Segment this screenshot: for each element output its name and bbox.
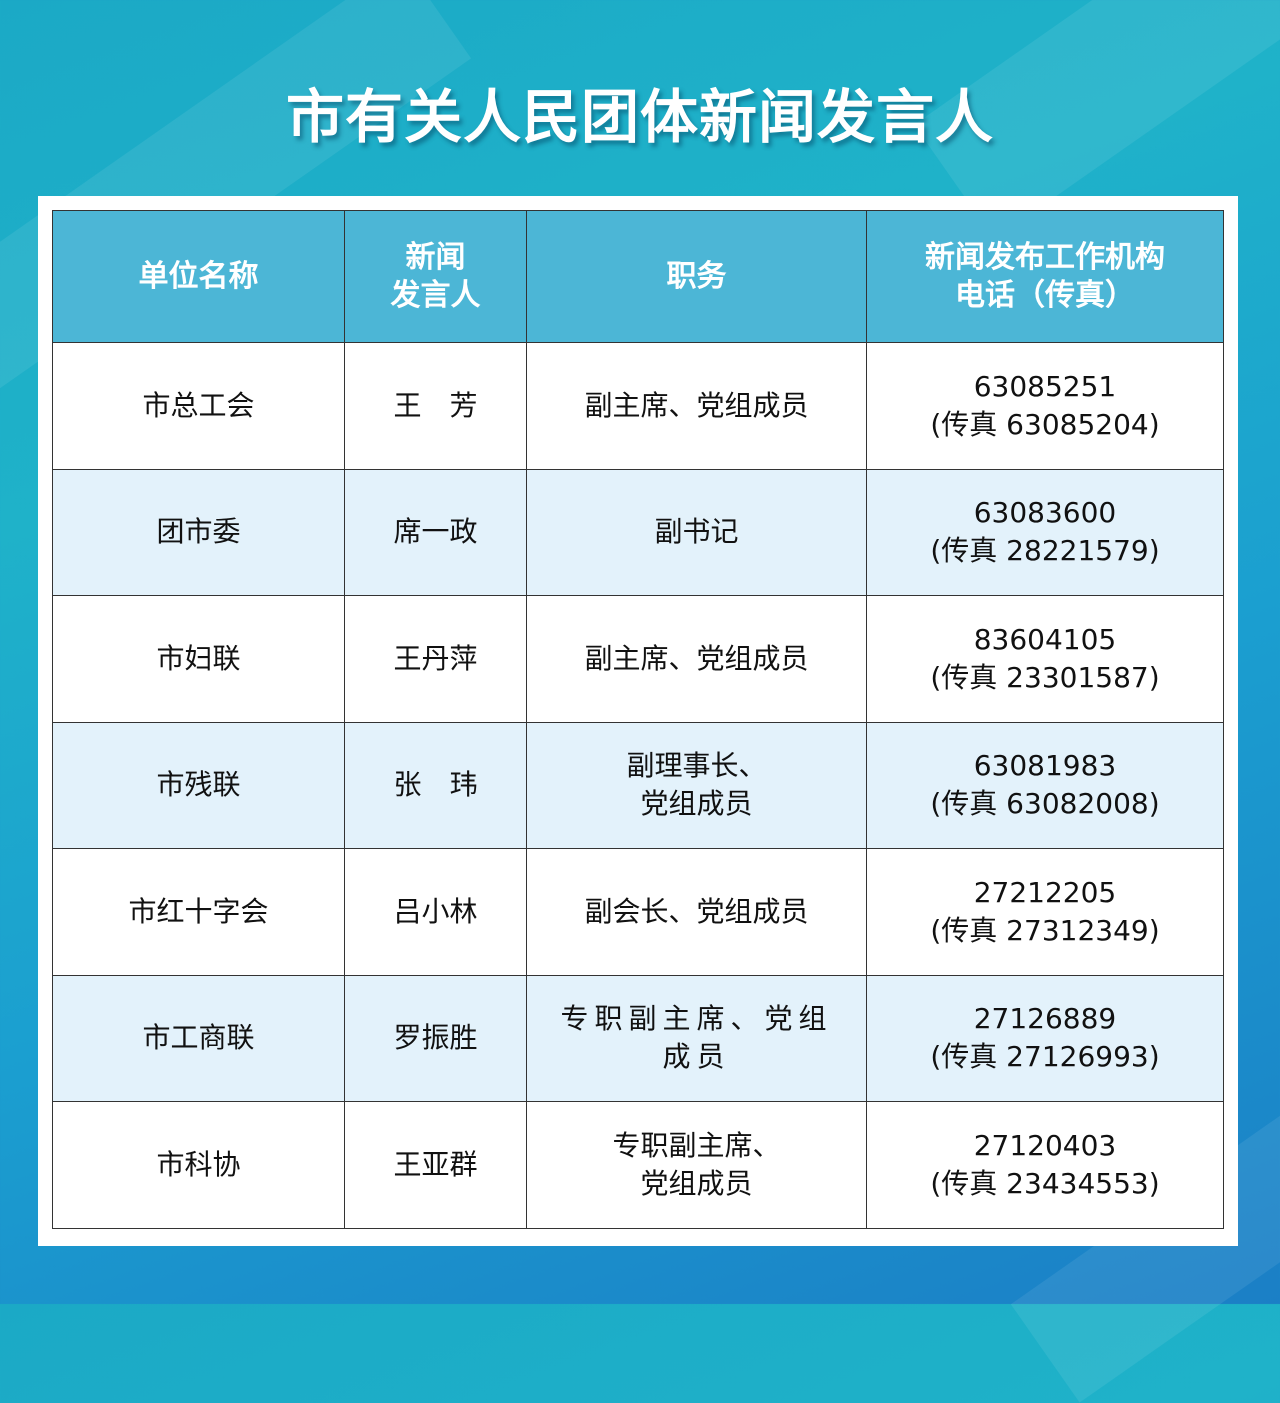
position-text: 副主席、党组成员 bbox=[584, 641, 809, 675]
header-text: 电话（传真） bbox=[955, 277, 1135, 313]
phone-cell: 27126889 (传真 27126993) bbox=[866, 974, 1224, 1102]
unit-name: 市总工会 bbox=[142, 388, 255, 422]
position-cell: 副会长、党组成员 bbox=[526, 848, 867, 976]
fax-number: (传真 28221579) bbox=[930, 534, 1160, 568]
phone-number: 63083600 bbox=[973, 496, 1117, 530]
header-unit: 单位名称 bbox=[52, 210, 345, 343]
page-title: 市有关人民团体新闻发言人 bbox=[285, 83, 994, 151]
unit-name: 团市委 bbox=[156, 515, 241, 549]
spokesperson-cell: 王 芳 bbox=[344, 342, 527, 470]
spokesperson-table: 单位名称 新闻 发言人 职务 新闻发布工作机构 电话（传真） 市总工会王 芳副主席、党组成… bbox=[52, 210, 1224, 1229]
header-text: 职务 bbox=[666, 258, 727, 294]
header-spokesperson: 新闻 发言人 bbox=[344, 210, 527, 343]
position-cell: 专职副主席、党组成员 bbox=[526, 974, 867, 1102]
unit-cell: 市科协 bbox=[52, 1101, 345, 1229]
table-row: 市工商联 罗振胜 专职副主席、党组 成员 27126889 (传真 27126993) bbox=[52, 974, 1224, 1102]
position-cell: 副理事长、 党组成员 bbox=[526, 721, 867, 849]
position-text: 党组成员 bbox=[640, 787, 753, 821]
phone-number: 27126889 bbox=[973, 1002, 1117, 1036]
fax-number: (传真 23434553) bbox=[930, 1166, 1160, 1200]
spokesperson-cell: 王亚群 bbox=[344, 1101, 527, 1229]
position-text: 副主席、党组成员 bbox=[584, 388, 809, 422]
spokesperson-cell: 席一政 bbox=[344, 468, 527, 596]
fax-number: (传真 23301587) bbox=[930, 660, 1160, 694]
table-row: 市妇联 王丹萍 副主席、党组成员 83604105 (传真 23301587) bbox=[52, 595, 1224, 723]
spokesperson-name: 王丹萍 bbox=[393, 641, 478, 675]
unit-cell: 市妇联 bbox=[52, 595, 345, 723]
phone-cell: 63085251 (传真 63085204) bbox=[866, 342, 1224, 470]
phone-number: 63085251 bbox=[973, 369, 1117, 403]
spokesperson-cell: 王丹萍 bbox=[344, 595, 527, 723]
header-text: 新闻发布工作机构 bbox=[925, 239, 1165, 275]
unit-name: 市红十字会 bbox=[128, 894, 269, 928]
position-cell: 专职副主席、党组成员 bbox=[526, 1101, 867, 1229]
position-text: 副会长、党组成员 bbox=[584, 894, 809, 928]
position-cell: 副主席、党组成员 bbox=[526, 595, 867, 723]
unit-cell: 团市委 bbox=[52, 468, 345, 596]
table-row: 市残联 张 玮 副理事长、党组成员 63081983 (传真 63082008) bbox=[52, 721, 1224, 849]
phone-cell: 63083600 (传真 28221579) bbox=[866, 468, 1224, 596]
unit-name: 市科协 bbox=[156, 1147, 241, 1181]
phone-cell: 27120403 (传真 23434553) bbox=[866, 1101, 1224, 1229]
header-text: 新闻 bbox=[405, 239, 466, 275]
phone-number: 27120403 bbox=[973, 1128, 1117, 1162]
position-text: 副书记 bbox=[654, 515, 739, 549]
unit-name: 市工商联 bbox=[142, 1021, 255, 1055]
header-text: 发言人 bbox=[390, 277, 481, 313]
phone-cell: 83604105 (传真 23301587) bbox=[866, 595, 1224, 723]
unit-cell: 市总工会 bbox=[52, 342, 345, 470]
unit-cell: 市红十字会 bbox=[52, 848, 345, 976]
phone-cell: 27212205 (传真 27312349) bbox=[866, 848, 1224, 976]
spokesperson-cell: 张 玮 bbox=[344, 721, 527, 849]
spokesperson-name: 张 玮 bbox=[393, 768, 478, 802]
unit-name: 市妇联 bbox=[156, 641, 241, 675]
header-text: 单位名称 bbox=[138, 258, 259, 294]
spokesperson-name: 席一政 bbox=[393, 515, 478, 549]
position-text: 副理事长、 bbox=[626, 749, 767, 783]
spokesperson-cell: 罗振胜 bbox=[344, 974, 527, 1102]
position-cell: 副书记 bbox=[526, 468, 867, 596]
fax-number: (传真 27126993) bbox=[930, 1040, 1160, 1074]
phone-number: 83604105 bbox=[973, 622, 1117, 656]
table-row: 市科协 王亚群 专职副主席、 党组成员 27120403 (传真 23434553) bbox=[52, 1101, 1224, 1229]
position-cell: 副主席、党组成员 bbox=[526, 342, 867, 470]
phone-cell: 63081983 (传真 63082008) bbox=[866, 721, 1224, 849]
header-position: 职务 bbox=[526, 210, 867, 343]
position-text: 专职副主席、 bbox=[612, 1128, 781, 1162]
fax-number: (传真 27312349) bbox=[930, 913, 1160, 947]
phone-number: 27212205 bbox=[973, 875, 1117, 909]
position-text: 成员 bbox=[662, 1040, 731, 1074]
position-text: 党组成员 bbox=[640, 1166, 753, 1200]
unit-cell: 市残联 bbox=[52, 721, 345, 849]
table-header-row: 单位名称 新闻 发言人 职务 新闻发布工作机构 电话（传真） bbox=[52, 210, 1224, 343]
table-row: 市红十字会 吕小林 副会长、党组成员 27212205 (传真 27312349) bbox=[52, 848, 1224, 976]
spokesperson-name: 王亚群 bbox=[393, 1147, 478, 1181]
table-row: 市总工会 王 芳 副主席、党组成员 63085251 (传真 63085204) bbox=[52, 342, 1224, 470]
table-row: 团市委 席一政 副书记 63083600 (传真 28221579) bbox=[52, 468, 1224, 596]
unit-name: 市残联 bbox=[156, 768, 241, 802]
fax-number: (传真 63082008) bbox=[930, 787, 1160, 821]
fax-number: (传真 63085204) bbox=[930, 407, 1160, 441]
phone-number: 63081983 bbox=[973, 749, 1117, 783]
header-phone: 新闻发布工作机构 电话（传真） bbox=[866, 210, 1224, 343]
position-text: 专职副主席、党组 bbox=[560, 1002, 833, 1036]
spokesperson-name: 罗振胜 bbox=[393, 1021, 478, 1055]
spokesperson-name: 吕小林 bbox=[393, 894, 478, 928]
spokesperson-name: 王 芳 bbox=[393, 388, 478, 422]
spokesperson-cell: 吕小林 bbox=[344, 848, 527, 976]
unit-cell: 市工商联 bbox=[52, 974, 345, 1102]
